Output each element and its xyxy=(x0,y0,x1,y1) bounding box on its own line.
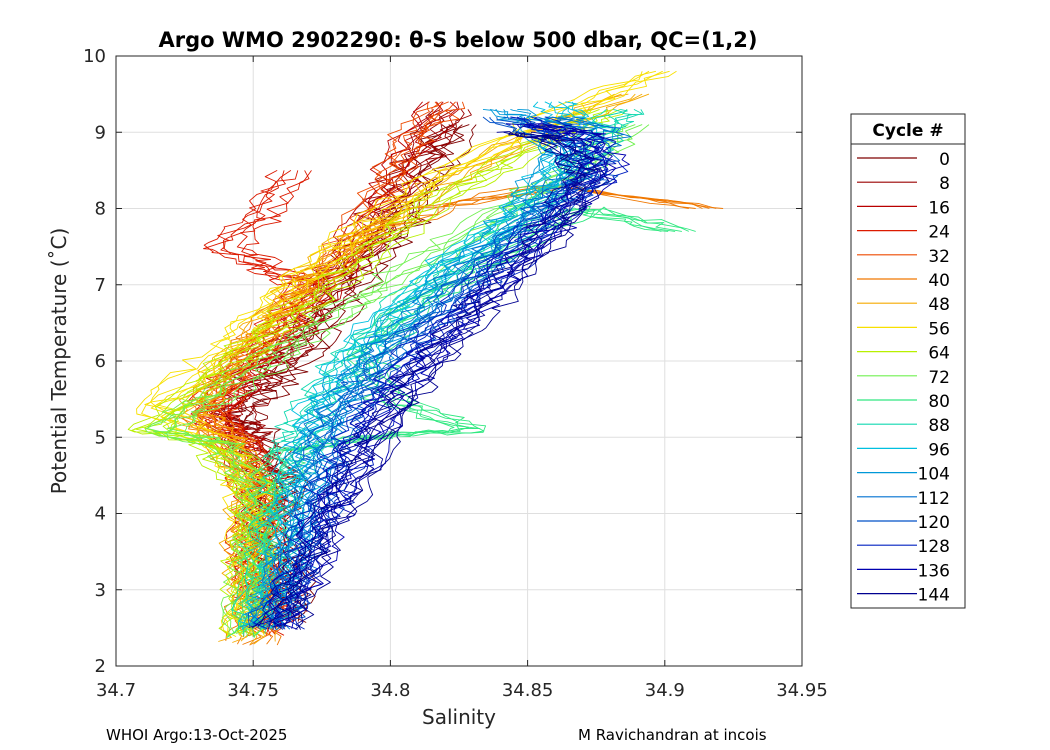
y-axis-label: Potential Temperature (˚C) xyxy=(47,228,71,495)
chart-title: Argo WMO 2902290: θ-S below 500 dbar, QC… xyxy=(159,28,758,52)
series-line-cycle-128 xyxy=(273,116,602,628)
legend-label: 0 xyxy=(939,150,950,170)
series-line-cycle-24 xyxy=(203,170,312,637)
series-line-cycle-128 xyxy=(253,116,588,630)
y-tick-label: 10 xyxy=(83,46,106,67)
legend-items: 0 8 16 24 32 40 48 56 64 72 80 88 96 104 112 120 128 136 1… xyxy=(857,150,950,606)
legend-label: 40 xyxy=(928,271,950,291)
series-line-cycle-96 xyxy=(238,101,572,627)
series-line-cycle-144 xyxy=(257,131,586,627)
series-line-cycle-136 xyxy=(276,124,617,630)
x-tick-label: 34.85 xyxy=(502,680,554,701)
x-tick-label: 34.7 xyxy=(96,680,136,701)
legend-label: 32 xyxy=(928,247,950,267)
legend-box xyxy=(850,113,966,609)
legend-label: 128 xyxy=(918,537,950,557)
legend-label: 72 xyxy=(928,368,950,388)
series-line-cycle-128 xyxy=(288,116,617,627)
legend-label: 16 xyxy=(928,198,950,218)
footer-right-credit: M Ravichandran at incois xyxy=(578,726,767,744)
series-line-cycle-112 xyxy=(248,116,590,627)
series-line-cycle-144 xyxy=(251,131,576,629)
series-line-cycle-80 xyxy=(241,208,682,635)
series-line-cycle-96 xyxy=(280,101,598,629)
y-tick-label: 5 xyxy=(95,427,106,448)
series-line-cycle-144 xyxy=(283,131,596,627)
series-line-cycle-136 xyxy=(267,124,606,630)
series-line-cycle-96 xyxy=(252,101,588,630)
series-line-cycle-136 xyxy=(273,123,600,629)
series-line-cycle-136 xyxy=(291,124,630,629)
footer-left-credit: WHOI Argo:13-Oct-2025 xyxy=(106,726,288,744)
legend-label: 80 xyxy=(928,392,950,412)
axis-ticks: 34.7 34.75 34.8 34.85 34.9 34.95 2 3 4 5 6 7 8 9 10 xyxy=(83,46,828,701)
x-tick-label: 34.8 xyxy=(370,680,410,701)
x-tick-label: 34.95 xyxy=(776,680,828,701)
legend-label: 24 xyxy=(928,223,950,243)
series-line-cycle-64 xyxy=(127,108,593,636)
series-line-cycle-96 xyxy=(241,101,569,630)
legend-label: 144 xyxy=(918,586,950,606)
y-tick-label: 4 xyxy=(95,504,106,525)
legend-label: 88 xyxy=(928,416,950,436)
series-line-cycle-64 xyxy=(144,108,614,635)
legend-label: 136 xyxy=(918,561,950,581)
legend-label: 112 xyxy=(918,489,950,509)
legend-label: 56 xyxy=(928,319,950,339)
y-tick-label: 9 xyxy=(95,122,106,143)
y-tick-label: 8 xyxy=(95,199,106,220)
legend-label: 48 xyxy=(928,295,950,315)
series-line-cycle-128 xyxy=(276,116,609,630)
y-tick-label: 2 xyxy=(95,656,106,677)
legend-label: 104 xyxy=(918,465,950,485)
x-axis-label: Salinity xyxy=(422,705,496,729)
series-line-cycle-72 xyxy=(144,124,624,634)
legend: Cycle # 0 8 16 24 32 40 48 56 64 72 80 88 96 104 112 12… xyxy=(850,113,966,609)
series-line-cycle-144 xyxy=(268,132,587,627)
legend-label: 8 xyxy=(939,174,950,194)
series-line-cycle-48 xyxy=(196,93,636,645)
x-tick-label: 34.75 xyxy=(227,680,279,701)
x-tick-label: 34.9 xyxy=(645,680,685,701)
y-tick-label: 6 xyxy=(95,351,106,372)
series-line-cycle-64 xyxy=(134,109,607,636)
series-line-cycle-72 xyxy=(153,124,629,634)
legend-label: 64 xyxy=(928,344,950,364)
series-line-cycle-144 xyxy=(292,131,601,630)
series-line-cycle-144 xyxy=(297,131,610,630)
y-tick-label: 7 xyxy=(95,275,106,296)
series-line-cycle-72 xyxy=(146,124,616,636)
legend-label: 120 xyxy=(918,513,950,533)
legend-title: Cycle # xyxy=(872,121,943,141)
series-layer xyxy=(127,70,724,646)
series-line-cycle-96 xyxy=(268,101,604,630)
series-line-cycle-72 xyxy=(164,124,636,634)
series-line-cycle-56 xyxy=(149,70,657,635)
series-line-cycle-88 xyxy=(266,109,645,628)
y-tick-label: 3 xyxy=(95,580,106,601)
legend-label: 96 xyxy=(928,440,950,460)
